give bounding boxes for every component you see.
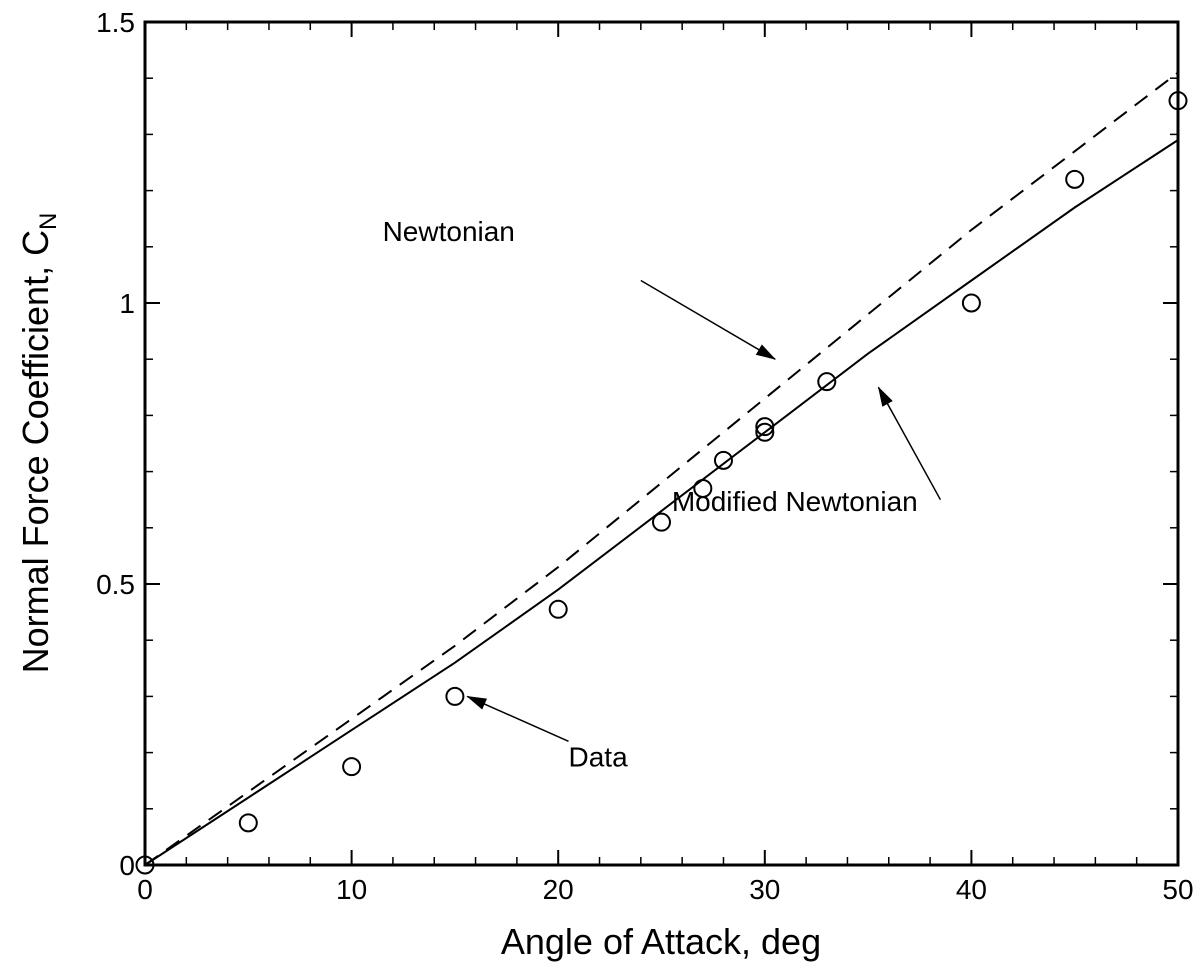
y-axis-title: Normal Force Coefficient, CN [15,213,62,674]
x-tick-label: 20 [543,874,574,905]
x-tick-label: 40 [956,874,987,905]
axis-tick-labels: 0 10 20 30 40 50 0 0.5 1 1.5 [96,7,1194,905]
series-modified-newtonian-line [144,139,1179,866]
data-point [961,293,981,313]
annotations: Newtonian Modified Newtonian Data [383,216,942,773]
x-tick-label: 0 [137,874,153,905]
data-point [1168,91,1188,111]
annotation-modified-newtonian: Modified Newtonian [672,486,918,517]
annotation-arrow-modified-newtonian [877,386,942,501]
data-point [713,450,733,470]
data-point [755,417,775,437]
y-tick-label: 0.5 [96,569,135,600]
data-point [342,757,362,777]
data-point [755,422,775,442]
data-point [652,512,671,532]
x-tick-label: 30 [749,874,780,905]
y-tick-label: 1 [119,288,135,319]
y-axis-title-main: Normal Force Coefficient, C [15,230,56,673]
axis-ticks [144,21,1179,866]
annotation-arrow-newtonian [640,279,776,360]
x-tick-label: 10 [336,874,367,905]
data-point [548,599,568,619]
data-point [238,813,258,833]
data-point [817,372,837,392]
annotation-data: Data [569,742,629,773]
annotation-arrow-data [466,695,569,743]
y-tick-label: 0 [119,850,135,881]
y-axis-title-subscript: N [35,213,62,230]
data-point [445,686,465,706]
series-layer [135,71,1188,875]
x-axis-title: Angle of Attack, deg [501,921,821,962]
data-point [693,478,713,498]
data-point [1065,169,1085,189]
plot-frame [143,20,1180,867]
data-point [135,855,155,875]
y-tick-label: 1.5 [96,7,135,38]
series-data [135,91,1188,875]
series-newtonian-line [144,71,1179,866]
annotation-newtonian: Newtonian [383,216,515,247]
x-tick-label: 50 [1162,874,1193,905]
